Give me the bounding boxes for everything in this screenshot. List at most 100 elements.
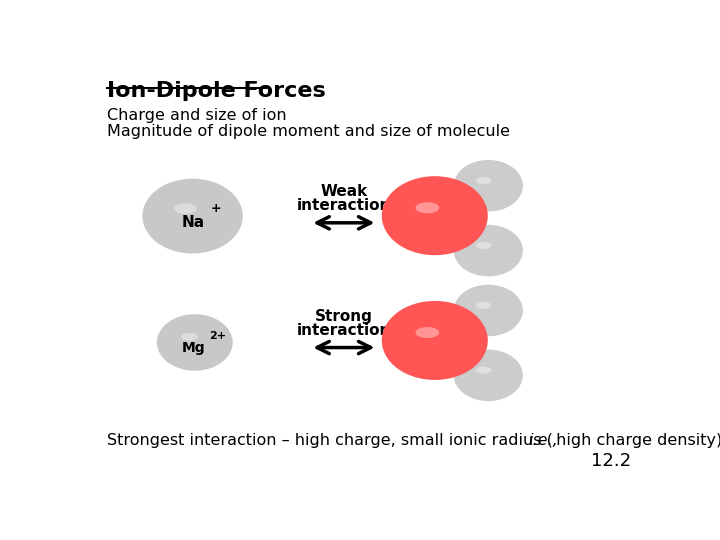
Ellipse shape — [166, 321, 227, 366]
Ellipse shape — [174, 204, 197, 214]
Ellipse shape — [391, 183, 481, 251]
Ellipse shape — [472, 174, 510, 202]
Ellipse shape — [178, 330, 218, 360]
Ellipse shape — [477, 178, 507, 199]
Ellipse shape — [480, 244, 505, 263]
Text: Mg: Mg — [181, 341, 205, 355]
Ellipse shape — [415, 201, 465, 238]
Ellipse shape — [473, 239, 510, 266]
Ellipse shape — [471, 173, 511, 202]
Ellipse shape — [443, 346, 446, 348]
Ellipse shape — [485, 308, 501, 320]
Ellipse shape — [408, 321, 469, 366]
Ellipse shape — [485, 248, 502, 260]
Ellipse shape — [390, 182, 482, 251]
Ellipse shape — [468, 360, 513, 394]
Ellipse shape — [482, 181, 503, 197]
Ellipse shape — [454, 160, 523, 212]
Ellipse shape — [436, 342, 450, 352]
Text: Weak: Weak — [320, 184, 367, 199]
Ellipse shape — [474, 300, 509, 326]
Ellipse shape — [198, 345, 204, 349]
Ellipse shape — [461, 230, 518, 273]
Ellipse shape — [467, 170, 513, 205]
Ellipse shape — [144, 180, 242, 253]
Ellipse shape — [460, 165, 518, 208]
Ellipse shape — [171, 200, 223, 239]
Ellipse shape — [431, 212, 454, 230]
Ellipse shape — [483, 307, 503, 321]
Ellipse shape — [456, 162, 521, 210]
Ellipse shape — [392, 309, 480, 374]
Ellipse shape — [405, 319, 472, 368]
Ellipse shape — [186, 336, 212, 356]
Ellipse shape — [421, 330, 461, 360]
Ellipse shape — [186, 212, 212, 231]
Text: 12.2: 12.2 — [591, 452, 631, 470]
Ellipse shape — [400, 190, 474, 246]
Ellipse shape — [492, 314, 496, 316]
Ellipse shape — [464, 357, 516, 396]
Ellipse shape — [474, 364, 509, 390]
Ellipse shape — [158, 191, 231, 245]
Ellipse shape — [432, 338, 453, 354]
Ellipse shape — [184, 210, 214, 232]
Ellipse shape — [462, 356, 517, 397]
Ellipse shape — [160, 192, 230, 244]
Ellipse shape — [477, 242, 507, 264]
Ellipse shape — [193, 341, 208, 352]
Ellipse shape — [190, 214, 210, 229]
Ellipse shape — [473, 364, 510, 391]
Ellipse shape — [462, 291, 517, 332]
Ellipse shape — [172, 201, 222, 238]
Ellipse shape — [476, 366, 508, 389]
Ellipse shape — [187, 337, 212, 355]
Ellipse shape — [174, 327, 221, 362]
Ellipse shape — [435, 216, 451, 228]
Ellipse shape — [168, 322, 225, 365]
Ellipse shape — [470, 297, 512, 328]
Ellipse shape — [454, 225, 523, 276]
Ellipse shape — [492, 188, 497, 192]
Ellipse shape — [458, 163, 520, 210]
Ellipse shape — [180, 332, 217, 359]
Ellipse shape — [487, 184, 500, 194]
Ellipse shape — [154, 187, 235, 247]
Ellipse shape — [465, 358, 515, 395]
Ellipse shape — [492, 379, 496, 381]
Ellipse shape — [475, 301, 508, 325]
Ellipse shape — [196, 218, 206, 226]
Ellipse shape — [153, 186, 235, 248]
Ellipse shape — [477, 302, 507, 324]
Ellipse shape — [459, 353, 519, 399]
Ellipse shape — [423, 331, 459, 359]
Ellipse shape — [468, 171, 513, 204]
Text: i.e.,: i.e., — [528, 433, 558, 448]
Ellipse shape — [478, 303, 506, 323]
Ellipse shape — [476, 367, 491, 374]
Ellipse shape — [485, 373, 502, 385]
Ellipse shape — [179, 206, 217, 234]
Ellipse shape — [469, 236, 513, 268]
Ellipse shape — [467, 295, 513, 329]
Ellipse shape — [396, 187, 478, 248]
Ellipse shape — [490, 252, 498, 258]
Ellipse shape — [177, 329, 219, 360]
Ellipse shape — [402, 191, 474, 245]
Ellipse shape — [443, 221, 446, 224]
Ellipse shape — [428, 336, 455, 356]
Ellipse shape — [487, 309, 500, 319]
Ellipse shape — [458, 353, 520, 399]
Ellipse shape — [490, 186, 498, 193]
Ellipse shape — [458, 288, 520, 334]
Ellipse shape — [480, 369, 505, 388]
Ellipse shape — [478, 243, 506, 264]
Ellipse shape — [390, 307, 482, 376]
Ellipse shape — [176, 204, 219, 236]
Ellipse shape — [174, 202, 221, 238]
Ellipse shape — [474, 240, 509, 266]
Ellipse shape — [395, 186, 479, 249]
Ellipse shape — [433, 214, 452, 228]
Ellipse shape — [471, 298, 511, 327]
Ellipse shape — [488, 251, 499, 259]
